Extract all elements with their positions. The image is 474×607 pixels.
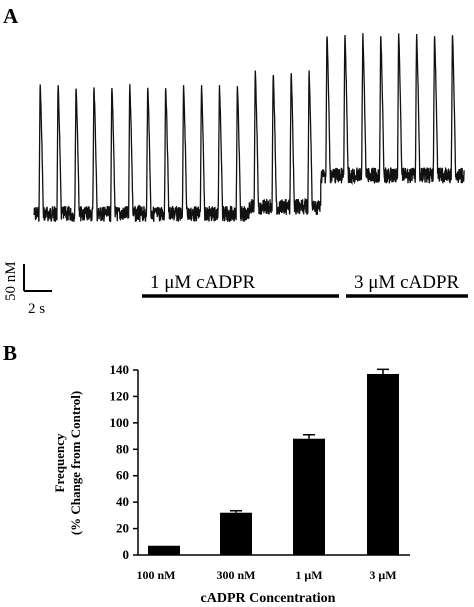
y-axis-label-2: (% Change from Control) <box>68 391 83 535</box>
bar-2 <box>293 438 325 555</box>
condition-label-1: 1 μM cADPR <box>150 272 256 293</box>
bar-3 <box>367 373 399 555</box>
scale-bar-y-label: 50 nM <box>3 261 19 301</box>
bar-1 <box>220 512 252 555</box>
y-tick-label: 120 <box>110 388 130 403</box>
bar-0 <box>148 545 180 555</box>
panel-a-label: A <box>3 4 19 28</box>
x-tick-label-3um: 3 μM <box>369 568 396 582</box>
y-tick-label: 60 <box>116 468 129 483</box>
y-tick-label: 80 <box>116 441 129 456</box>
y-ticks: 0 20 40 60 80 100 120 140 <box>110 362 138 562</box>
y-tick-label: 100 <box>110 415 130 430</box>
scale-bar-x-label: 2 s <box>28 301 45 317</box>
bars <box>148 368 399 555</box>
x-tick-label-1um: 1 μM <box>295 568 322 582</box>
y-tick-label: 20 <box>116 521 129 536</box>
condition-label-2: 3 μM cADPR <box>354 272 460 293</box>
x-axis-label: cADPR Concentration <box>201 591 336 606</box>
y-axis-label: Frequency <box>52 433 67 492</box>
x-tick-label-300nm: 300 nM <box>217 568 256 582</box>
x-tick-label-100nm: 100 nM <box>137 568 176 582</box>
bar-chart: Frequency (% Change from Control) 0 20 40 6… <box>52 362 410 606</box>
calcium-trace <box>33 33 465 223</box>
y-tick-label: 40 <box>116 494 129 509</box>
y-tick-label: 140 <box>110 362 130 377</box>
y-tick-label: 0 <box>123 547 130 562</box>
scale-bar: 50 nM 2 s <box>3 261 52 317</box>
panel-b-label: B <box>3 341 17 365</box>
